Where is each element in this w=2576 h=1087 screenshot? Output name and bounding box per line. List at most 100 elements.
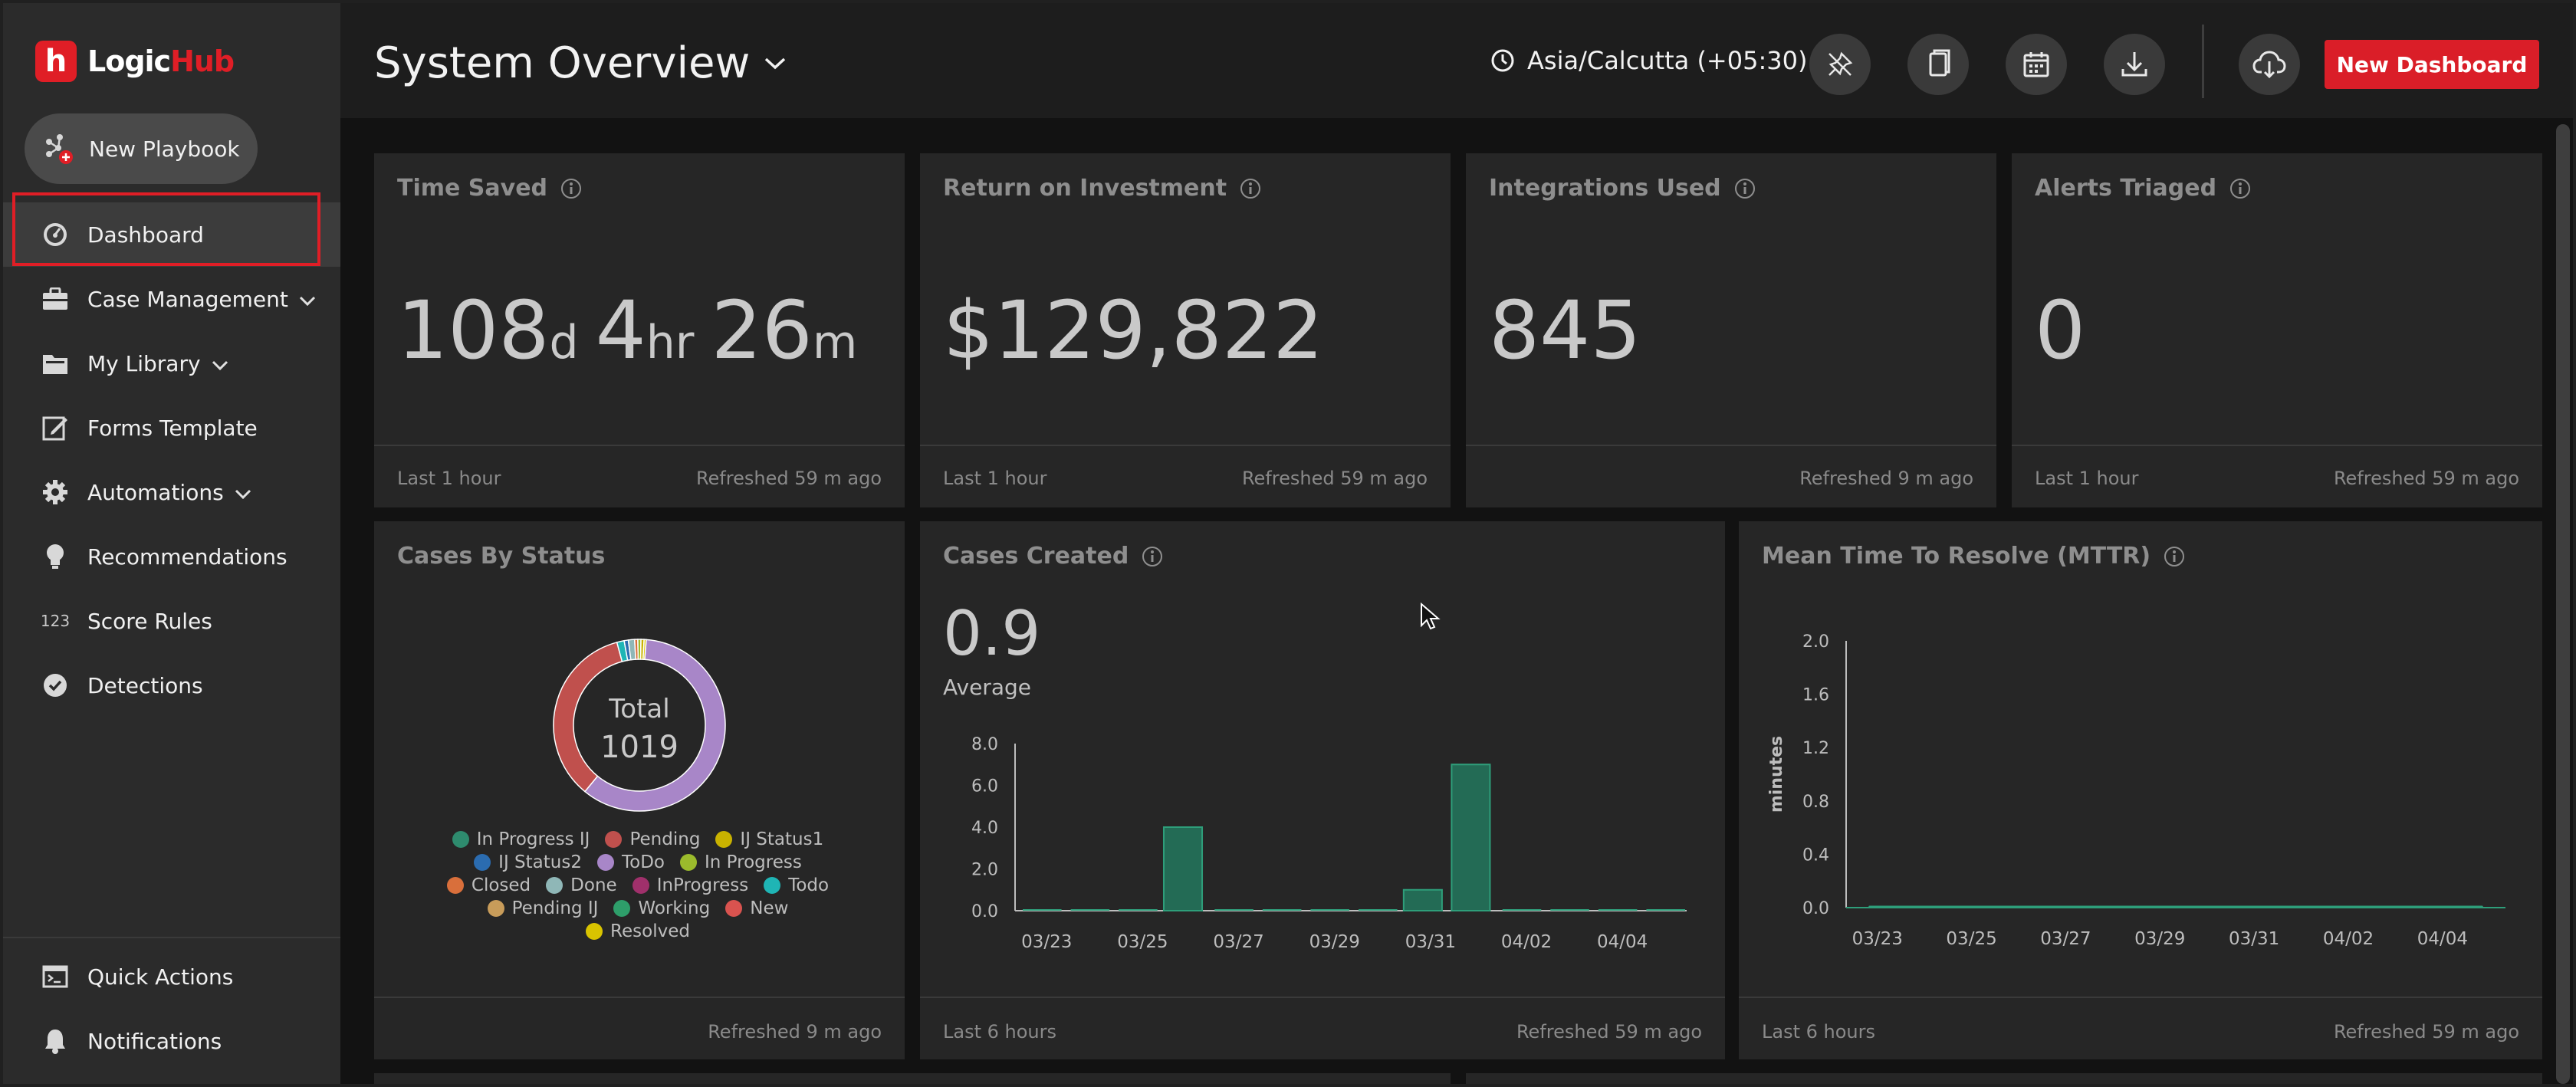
cloud-download-button[interactable] xyxy=(2239,34,2300,95)
bell-icon xyxy=(40,1026,71,1056)
kpi-minutes-unit: m xyxy=(812,316,858,369)
sidebar-item-case-management[interactable]: Case Management xyxy=(3,267,340,331)
card-cases-by-status: Cases By Status Total 1019 In Progress I… xyxy=(374,521,905,1059)
cases-created-bar-chart[interactable]: 0.0 2.0 4.0 6.0 8.0 03/23 03/25 03/27 03/29 03/31… xyxy=(920,728,1725,958)
legend-swatch xyxy=(764,877,781,894)
card-next-row xyxy=(1466,1073,2542,1084)
dashboard-selector[interactable]: System Overview xyxy=(374,38,787,88)
sidebar-item-my-library[interactable]: My Library xyxy=(3,331,340,396)
sidebar-divider xyxy=(3,937,340,938)
cases-by-status-donut[interactable]: Total 1019 xyxy=(374,618,905,848)
x-tick-label: 03/23 xyxy=(1021,932,1072,952)
sidebar-item-automations[interactable]: Automations xyxy=(3,460,340,524)
info-icon[interactable] xyxy=(2163,545,2186,568)
legend-label: Todo xyxy=(788,875,830,895)
legend-item[interactable]: New xyxy=(725,897,788,920)
timezone-selector[interactable]: Asia/Calcutta (+05:30) xyxy=(1490,46,1807,75)
kpi-value: $129,822 xyxy=(943,284,1324,377)
legend-item[interactable]: Pending IJ xyxy=(487,897,598,920)
x-tick-label: 04/02 xyxy=(1501,932,1552,952)
legend-item[interactable]: Closed xyxy=(446,874,531,897)
legend-swatch xyxy=(452,831,469,848)
download-button[interactable] xyxy=(2104,34,2165,95)
info-icon[interactable] xyxy=(1239,177,1262,200)
new-playbook-button[interactable]: New Playbook xyxy=(25,113,258,184)
main-scrollbar[interactable] xyxy=(2556,124,2570,1084)
sidebar-item-notifications[interactable]: Notifications xyxy=(3,1009,340,1073)
legend-label: Working xyxy=(638,898,711,918)
sidebar-item-forms-template[interactable]: Forms Template xyxy=(3,396,340,460)
legend-item[interactable]: ToDo xyxy=(596,851,665,874)
info-icon[interactable] xyxy=(560,177,583,200)
kpi-days: 108 xyxy=(397,284,550,377)
legend-item[interactable]: Working xyxy=(613,897,710,920)
card-mttr: Mean Time To Resolve (MTTR) 0.0 0.4 0.8 1.2… xyxy=(1739,521,2542,1059)
info-icon[interactable] xyxy=(2229,177,2252,200)
y-tick-label: 2.0 xyxy=(971,861,998,880)
download-icon xyxy=(2121,52,2147,77)
y-axis-label: minutes xyxy=(1767,736,1786,813)
sidebar-item-label: Detections xyxy=(87,672,203,698)
legend-swatch xyxy=(446,877,464,894)
bar xyxy=(1162,826,1204,911)
legend-item[interactable]: Todo xyxy=(764,874,829,897)
y-tick-label: 2.0 xyxy=(1802,632,1829,652)
legend-swatch xyxy=(613,900,631,917)
card-divider xyxy=(374,445,905,446)
refresh-label: Refreshed 9 m ago xyxy=(708,1021,882,1043)
kpi-days-unit: d xyxy=(549,316,579,369)
copy-button[interactable] xyxy=(1907,34,1969,95)
card-title: Time Saved xyxy=(397,175,583,202)
card-title-text: Cases By Status xyxy=(397,543,606,570)
legend-item[interactable]: IJ Status1 xyxy=(715,828,823,851)
schedule-button[interactable] xyxy=(2006,34,2067,95)
cloud-download-icon xyxy=(2252,51,2286,79)
legend-swatch xyxy=(679,854,697,871)
card-divider xyxy=(1466,445,1996,446)
badge-check-icon xyxy=(40,670,71,701)
y-tick-label: 0.8 xyxy=(1802,793,1829,812)
legend-item[interactable]: IJ Status2 xyxy=(474,851,582,874)
legend-swatch xyxy=(715,831,733,848)
x-tick-label: 03/31 xyxy=(2229,929,2279,949)
card-divider xyxy=(1739,997,2542,998)
sidebar-item-recommendations[interactable]: Recommendations xyxy=(3,524,340,589)
x-tick-label: 03/29 xyxy=(2134,929,2185,949)
info-icon[interactable] xyxy=(1141,545,1164,568)
legend-label: In Progress xyxy=(704,852,802,872)
new-dashboard-button[interactable]: New Dashboard xyxy=(2325,40,2539,89)
mttr-line-chart[interactable]: 0.0 0.4 0.8 1.2 1.6 2.0 03/23 03/25 03/27 03/29 03… xyxy=(1739,590,2542,974)
sidebar-item-score-rules[interactable]: 123 Score Rules xyxy=(3,589,340,653)
legend-label: Resolved xyxy=(610,921,690,941)
donut-slice xyxy=(583,639,726,812)
sidebar-item-dashboard[interactable]: Dashboard xyxy=(3,202,340,267)
legend-item[interactable]: InProgress xyxy=(632,874,748,897)
y-tick-label: 0.0 xyxy=(971,902,998,921)
unpin-button[interactable] xyxy=(1809,34,1871,95)
y-tick-label: 8.0 xyxy=(971,735,998,754)
x-tick-label: 04/04 xyxy=(1597,932,1648,952)
data-point xyxy=(2104,905,2107,908)
logichub-logo[interactable]: h LogicHub xyxy=(35,40,235,83)
legend-row: Pending IJ Working New xyxy=(374,897,902,920)
kpi-value: 108d 4hr 26m xyxy=(397,284,874,377)
sidebar-item-label: Quick Actions xyxy=(87,964,234,990)
card-title-text: Cases Created xyxy=(943,543,1129,570)
logo-mark: h xyxy=(35,41,77,82)
info-icon[interactable] xyxy=(1733,177,1756,200)
kpi-minutes: 26 xyxy=(711,284,813,377)
sidebar-item-detections[interactable]: Detections xyxy=(3,653,340,718)
refresh-label: Refreshed 59 m ago xyxy=(1516,1021,1702,1043)
data-point xyxy=(1868,905,1871,908)
legend-item[interactable]: In Progress xyxy=(679,851,802,874)
copy-icon xyxy=(1929,49,1950,77)
legend-item[interactable]: Done xyxy=(546,874,617,897)
legend-item[interactable]: In Progress IJ xyxy=(452,828,590,851)
card-cases-created: Cases Created 0.9 Average 0.0 2.0 4.0 6.0 8.… xyxy=(920,521,1725,1059)
legend-item[interactable]: Resolved xyxy=(586,920,690,943)
legend-item[interactable]: Pending xyxy=(605,828,700,851)
average-value: 0.9 xyxy=(943,598,1041,669)
legend-label: Done xyxy=(570,875,617,895)
pin-off-icon xyxy=(1829,51,1853,76)
sidebar-item-quick-actions[interactable]: Quick Actions xyxy=(3,944,340,1009)
